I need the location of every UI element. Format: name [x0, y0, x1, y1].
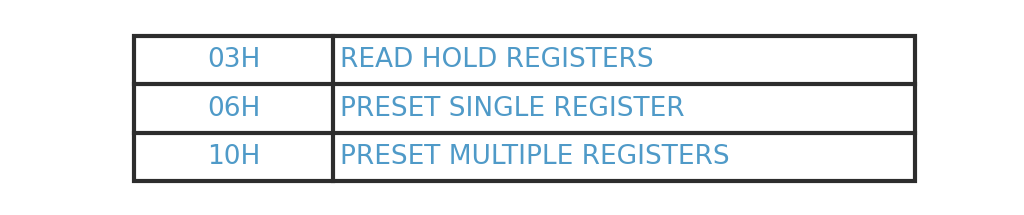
- Text: 06H: 06H: [207, 96, 260, 121]
- Text: 10H: 10H: [207, 144, 260, 170]
- Text: 03H: 03H: [207, 47, 260, 73]
- Bar: [134, 36, 915, 181]
- Text: READ HOLD REGISTERS: READ HOLD REGISTERS: [340, 47, 653, 73]
- Text: PRESET MULTIPLE REGISTERS: PRESET MULTIPLE REGISTERS: [340, 144, 729, 170]
- Text: PRESET SINGLE REGISTER: PRESET SINGLE REGISTER: [340, 96, 684, 121]
